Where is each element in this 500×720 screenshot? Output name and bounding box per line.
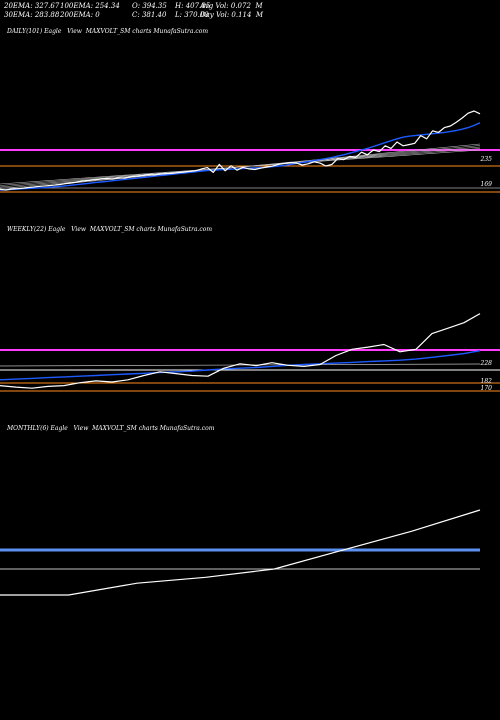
stat-open: O: 394.35: [132, 2, 167, 10]
daily-chart: [0, 110, 500, 193]
weekly-level-label: 182: [480, 378, 492, 385]
stat-dayvol: Day Vol: 0.114 M: [200, 11, 264, 19]
daily-level-label: 169: [480, 181, 492, 188]
stat-ema30: 30EMA: 283.88: [4, 11, 60, 19]
weekly-chart: [0, 313, 500, 392]
stat-ema200: 200EMA: 0: [60, 11, 100, 19]
weekly-price-series: [0, 313, 481, 389]
stat-avgvol: Avg Vol: 0.072 M: [200, 2, 263, 10]
daily-price-series: [0, 110, 481, 191]
stat-high: H: 407.85: [175, 2, 211, 10]
daily-moving-average: [0, 149, 481, 185]
weekly-moving-average: [0, 363, 481, 367]
monthly-chart: [0, 509, 481, 596]
weekly-ema-series: [0, 350, 481, 381]
daily-chart-title: DAILY(101) Eagle View MAXVOLT_SM charts …: [7, 28, 209, 35]
weekly-level-label: 170: [480, 385, 492, 392]
monthly-chart-title: MONTHLY(6) Eagle View MAXVOLT_SM charts …: [7, 425, 215, 432]
stat-close: C: 381.40: [132, 11, 167, 19]
weekly-chart-title: WEEKLY(22) Eagle View MAXVOLT_SM charts …: [7, 226, 213, 233]
weekly-level-label: 228: [480, 360, 492, 367]
monthly-price-series: [0, 509, 481, 596]
stat-ema100: 100EMA: 254.34: [60, 2, 120, 10]
stat-ema20: 20EMA: 327.67: [4, 2, 60, 10]
stat-low: L: 370.00: [175, 11, 209, 19]
daily-level-label: 235: [480, 156, 492, 163]
